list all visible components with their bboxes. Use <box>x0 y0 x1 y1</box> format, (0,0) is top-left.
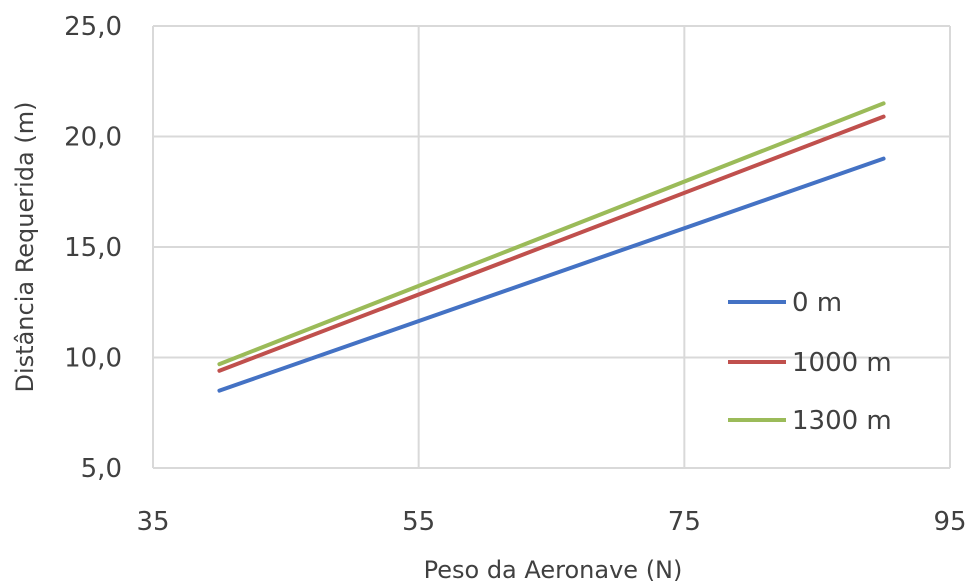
x-tick-label: 55 <box>402 507 435 537</box>
series-line-0-m <box>217 156 886 393</box>
legend-label: 1300 m <box>792 406 892 436</box>
y-axis-title: Distância Requerida (m) <box>11 102 39 393</box>
legend-label: 0 m <box>792 288 842 318</box>
y-tick-label: 15,0 <box>64 233 122 263</box>
y-tick-label: 10,0 <box>64 344 122 374</box>
legend: 0 m 1000 m 1300 m <box>728 288 892 436</box>
x-axis-title: Peso da Aeronave (N) <box>424 556 683 584</box>
x-axis-ticks: 35 55 75 95 <box>136 507 966 537</box>
legend-label: 1000 m <box>792 348 892 378</box>
x-tick-label: 35 <box>136 507 169 537</box>
x-tick-label: 75 <box>668 507 701 537</box>
y-tick-label: 25,0 <box>64 12 122 42</box>
series-line-1000-m <box>217 114 886 373</box>
series-line-1300-m <box>217 101 886 367</box>
series-lines <box>217 101 886 393</box>
y-tick-label: 20,0 <box>64 123 122 153</box>
x-tick-label: 95 <box>933 507 966 537</box>
y-axis-ticks: 5,0 10,0 15,0 20,0 25,0 <box>64 12 122 484</box>
y-tick-label: 5,0 <box>81 454 122 484</box>
grid <box>152 25 951 469</box>
